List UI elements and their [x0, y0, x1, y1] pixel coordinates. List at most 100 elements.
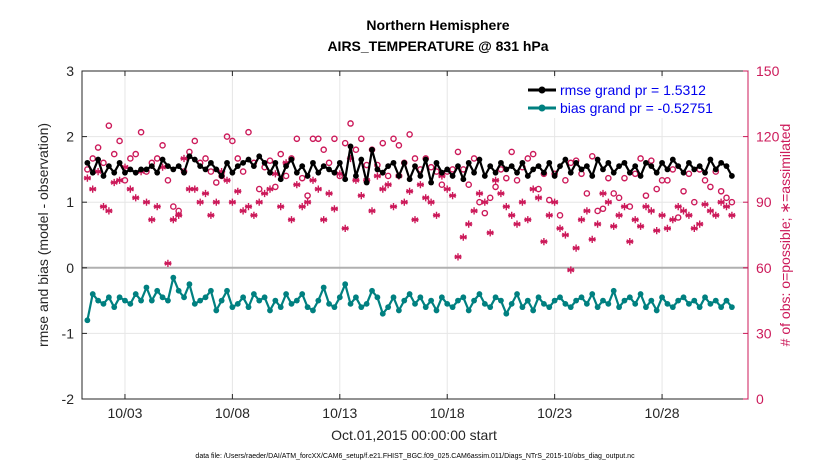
obs-assimilated-point	[110, 178, 118, 187]
rmse-point	[686, 159, 692, 166]
bias-point	[143, 284, 150, 291]
obs-assimilated-point	[663, 224, 671, 232]
obs-assimilated-point	[330, 205, 338, 213]
obs-assimilated-point	[432, 211, 441, 219]
bias-point	[326, 300, 332, 307]
bias-point	[519, 304, 526, 311]
rmse-point	[320, 163, 327, 170]
obs-assimilated-point	[298, 203, 306, 211]
obs-possible-point	[454, 148, 462, 156]
bias-point	[600, 297, 606, 304]
obs-assimilated-point	[647, 207, 655, 215]
obs-possible-point	[89, 155, 97, 162]
obs-assimilated-point	[83, 174, 91, 182]
obs-possible-point	[465, 181, 473, 189]
obs-assimilated-point	[583, 207, 591, 215]
rmse-point	[696, 163, 703, 170]
obs-assimilated-point	[309, 176, 317, 184]
bias-point	[272, 297, 279, 304]
bias-point	[304, 304, 311, 311]
bias-point	[385, 304, 392, 311]
obs-assimilated-point	[277, 203, 285, 211]
rmse-point	[428, 179, 435, 186]
bias-point	[707, 300, 714, 307]
obs-assimilated-point	[223, 176, 231, 184]
bias-point	[412, 300, 418, 307]
legend-bias-marker	[538, 104, 546, 112]
bias-point	[197, 297, 204, 304]
bias-point	[100, 300, 107, 307]
obs-assimilated-point	[406, 187, 414, 195]
bias-point	[283, 291, 289, 297]
bias-point	[449, 304, 456, 311]
obs-assimilated-point	[341, 224, 349, 232]
bias-point	[680, 294, 687, 301]
obs-assimilated-point	[524, 216, 532, 224]
rmse-point	[122, 169, 128, 176]
obs-possible-point	[347, 120, 354, 127]
obs-possible-point	[245, 128, 252, 136]
obs-assimilated-point	[706, 207, 714, 215]
bias-point	[310, 307, 316, 314]
obs-possible-point	[470, 155, 478, 162]
bias-point	[267, 307, 273, 314]
legend-rmse-marker	[538, 86, 546, 94]
obs-possible-point	[723, 194, 730, 202]
rmse-point	[406, 176, 413, 183]
obs-assimilated-point	[234, 187, 242, 195]
bias-point	[460, 294, 467, 301]
obs-assimilated-point	[653, 227, 661, 235]
obs-assimilated-point	[556, 224, 564, 232]
obs-assimilated-point	[443, 185, 451, 193]
rmse-point	[401, 159, 408, 166]
rmse-point	[519, 159, 526, 166]
bias-point	[293, 297, 300, 304]
bias-point	[379, 310, 386, 317]
obs-assimilated-point	[454, 253, 462, 261]
bias-point	[551, 297, 558, 304]
bias-point	[234, 300, 241, 307]
rmse-point	[675, 163, 682, 170]
obs-assimilated-point	[379, 185, 387, 193]
obs-assimilated-point	[99, 203, 108, 211]
rmse-point	[702, 169, 708, 176]
obs-possible-point	[223, 133, 231, 140]
obs-possible-point	[642, 192, 650, 199]
obs-assimilated-point	[588, 235, 596, 243]
obs-assimilated-point	[470, 207, 478, 215]
bias-point	[503, 310, 510, 317]
obs-possible-point	[492, 183, 499, 191]
rmse-point	[578, 166, 585, 173]
obs-assimilated-point	[529, 185, 537, 193]
rmse-point	[148, 163, 155, 170]
bias-point	[535, 294, 542, 301]
rmse-point	[116, 159, 123, 166]
bias-point	[95, 297, 102, 304]
bias-point	[465, 307, 472, 314]
obs-assimilated-point	[486, 229, 494, 237]
y-right-tick-label: 30	[756, 325, 772, 341]
obs-assimilated-point	[551, 198, 559, 206]
obs-possible-point	[357, 135, 365, 143]
rmse-point	[546, 159, 553, 166]
obs-possible-point	[153, 155, 161, 162]
bias-point	[664, 300, 671, 307]
bias-point	[659, 294, 665, 301]
obs-assimilated-point	[481, 198, 489, 206]
obs-assimilated-point	[567, 266, 575, 274]
obs-assimilated-point	[534, 194, 543, 202]
obs-possible-point	[293, 135, 301, 143]
rmse-point	[250, 163, 257, 170]
obs-assimilated-point	[728, 211, 736, 219]
bias-point	[277, 304, 284, 311]
rmse-point	[208, 159, 214, 166]
obs-assimilated-point	[373, 172, 381, 180]
obs-possible-point	[159, 142, 166, 149]
rmse-point	[385, 163, 392, 170]
rmse-point	[449, 173, 456, 179]
obs-assimilated-point	[320, 216, 328, 224]
rmse-point	[267, 169, 273, 176]
obs-possible-point	[170, 203, 177, 210]
bias-point	[594, 304, 601, 311]
bias-point	[213, 307, 220, 314]
